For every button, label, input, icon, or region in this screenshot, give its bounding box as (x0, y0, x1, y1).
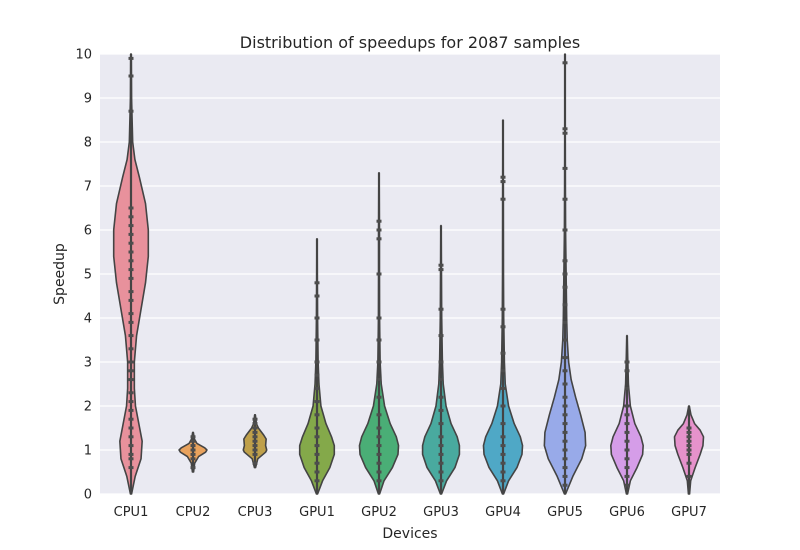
x-tick-label-gpu2: GPU2 (361, 505, 397, 520)
x-tick-label-gpu7: GPU7 (671, 505, 707, 520)
x-axis-label: Devices (382, 526, 437, 542)
violin-gpu7 (673, 405, 705, 495)
y-tick-label: 2 (84, 400, 92, 415)
y-axis-ticks: 0 1 2 3 4 5 6 7 8 9 10 (75, 48, 92, 503)
y-tick-label: 0 (84, 488, 92, 503)
violin-gpu6 (610, 334, 644, 495)
violin-gpu5 (543, 53, 587, 495)
violins (112, 53, 705, 495)
x-axis-ticks: CPU1 CPU2 CPU3 GPU1 GPU2 GPU3 GPU4 GPU5 GPU6 GPU7 (114, 505, 707, 520)
gridlines (100, 53, 720, 495)
violin-gpu2 (358, 172, 400, 495)
y-tick-label: 10 (75, 48, 92, 63)
y-axis-label: Speedup (52, 243, 68, 305)
violin-cpu2 (178, 431, 208, 473)
y-tick-label: 7 (84, 180, 92, 195)
chart-title: Distribution of speedups for 2087 sample… (240, 33, 580, 52)
y-tick-label: 6 (84, 224, 92, 239)
x-tick-label-gpu5: GPU5 (547, 505, 583, 520)
x-tick-label-gpu1: GPU1 (299, 505, 335, 520)
violin-gpu4 (482, 119, 524, 495)
x-tick-label-cpu1: CPU1 (114, 505, 149, 520)
x-tick-label-gpu6: GPU6 (609, 505, 645, 520)
y-tick-label: 4 (84, 312, 92, 327)
y-tick-label: 1 (84, 444, 92, 459)
violin-gpu3 (421, 224, 461, 495)
violin-cpu3 (242, 414, 268, 469)
x-tick-label-gpu4: GPU4 (485, 505, 521, 520)
x-tick-label-cpu3: CPU3 (238, 505, 273, 520)
x-tick-label-cpu2: CPU2 (176, 505, 211, 520)
violin-cpu1 (112, 53, 150, 495)
y-tick-label: 8 (84, 136, 92, 151)
y-tick-label: 9 (84, 92, 92, 107)
x-tick-label-gpu3: GPU3 (423, 505, 459, 520)
y-tick-label: 5 (84, 268, 92, 283)
violin-gpu1 (298, 238, 336, 495)
y-tick-label: 3 (84, 356, 92, 371)
